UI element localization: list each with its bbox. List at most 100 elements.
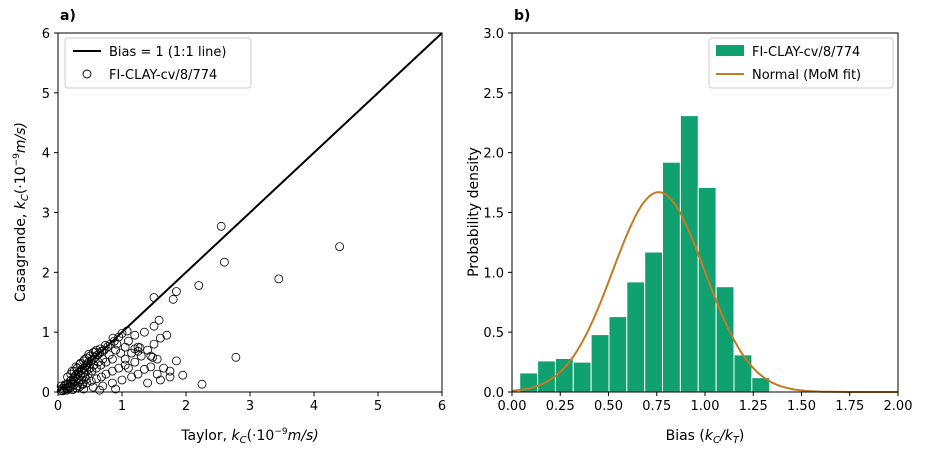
y-tick-label: 5 bbox=[42, 87, 50, 102]
scatter-point bbox=[194, 281, 204, 290]
scatter-point bbox=[133, 369, 143, 379]
scatter-point bbox=[117, 328, 127, 338]
x-tick-label: 0.00 bbox=[498, 399, 527, 414]
x-axis-ticks: 0.00 0.25 0.50 0.75 1.00 1.25 1.50 1.75 2.00 bbox=[498, 392, 912, 414]
scatter-point bbox=[197, 379, 207, 389]
x-tick-label: 0.50 bbox=[594, 399, 623, 414]
x-axis-title: Taylor, kC(·10−9m/s) bbox=[180, 427, 318, 446]
y-tick-label: 1.5 bbox=[483, 207, 504, 222]
x-tick-label: 1 bbox=[118, 399, 126, 414]
y-tick-label: 1 bbox=[42, 326, 50, 341]
scatter-point bbox=[75, 360, 85, 369]
legend-entry-normal: Normal (MoM fit) bbox=[752, 68, 861, 83]
scatter-point bbox=[130, 357, 140, 367]
scatter-point bbox=[90, 347, 100, 357]
scatter-point bbox=[139, 364, 149, 374]
y-axis-title: Casagrande, kC(·10−9m/s) bbox=[12, 122, 31, 302]
panel-b-label: b) bbox=[514, 8, 530, 24]
scatter-point bbox=[123, 336, 133, 346]
scatter-point bbox=[116, 348, 126, 358]
scatter-point bbox=[274, 274, 284, 284]
scatter-point bbox=[75, 382, 85, 392]
scatter-point bbox=[86, 376, 96, 386]
y-tick-label: 2 bbox=[42, 266, 50, 281]
histogram-bar bbox=[608, 316, 628, 393]
legend-b: FI-CLAY-cv/8/774 Normal (MoM fit) bbox=[708, 37, 894, 89]
panel-a-label: a) bbox=[60, 8, 76, 24]
y-axis-ticks: 0.0 0.5 1.0 1.5 2.0 2.5 3.0 bbox=[483, 27, 512, 401]
y-tick-label: 2.0 bbox=[483, 147, 504, 162]
y-tick-label: 3 bbox=[42, 207, 50, 222]
scatter-point bbox=[82, 366, 92, 375]
panel-b: b) 0.00 0.25 0.50 0.75 1.00 1.25 1.50 1.75 2.00 … bbox=[466, 8, 912, 446]
y-axis-title: Probability density bbox=[466, 147, 482, 277]
scatter-point bbox=[143, 378, 153, 388]
scatter-point bbox=[80, 372, 90, 382]
scatter-point bbox=[171, 356, 181, 366]
x-tick-label: 0 bbox=[54, 399, 62, 414]
scatter-point bbox=[130, 330, 140, 340]
scatter-point bbox=[149, 321, 159, 331]
y-tick-label: 0.5 bbox=[483, 326, 504, 341]
y-tick-label: 3.0 bbox=[483, 27, 504, 42]
scatter-point bbox=[171, 287, 181, 296]
legend-entry-hist: FI-CLAY-cv/8/774 bbox=[752, 45, 860, 60]
scatter-point bbox=[103, 342, 113, 351]
y-tick-label: 4 bbox=[42, 147, 50, 162]
x-tick-label: 2 bbox=[182, 399, 190, 414]
scatter-point bbox=[231, 352, 241, 362]
scatter-point bbox=[149, 339, 159, 349]
histogram-bar bbox=[572, 361, 592, 393]
one-to-one-line bbox=[57, 32, 443, 393]
histogram-bar bbox=[554, 358, 574, 393]
scatter-point bbox=[77, 375, 87, 385]
legend-a: Bias = 1 (1:1 line) FI-CLAY-cv/8/774 bbox=[64, 37, 252, 89]
y-tick-label: 2.5 bbox=[483, 87, 504, 102]
histogram-bar bbox=[662, 161, 681, 393]
scatter-point bbox=[152, 354, 162, 364]
scatter-point bbox=[120, 354, 130, 364]
scatter-point bbox=[69, 366, 79, 376]
x-tick-label: 6 bbox=[438, 399, 446, 414]
scatter-point bbox=[216, 221, 226, 231]
scatter-point bbox=[62, 385, 72, 395]
scatter-point bbox=[178, 370, 188, 380]
x-tick-label: 0.25 bbox=[546, 399, 575, 414]
x-tick-label: 1.75 bbox=[835, 399, 864, 414]
scatter-point bbox=[135, 343, 145, 353]
scatter-point bbox=[219, 257, 229, 267]
y-tick-label: 0 bbox=[42, 386, 50, 401]
scatter-point bbox=[95, 385, 104, 395]
scatter-point bbox=[111, 345, 120, 355]
histogram-bar bbox=[679, 115, 699, 393]
x-axis-title: Bias (kC/kT) bbox=[666, 428, 745, 446]
scatter-point bbox=[146, 362, 156, 372]
scatter-point bbox=[92, 374, 101, 384]
scatter-point bbox=[335, 242, 345, 252]
scatter-point bbox=[162, 330, 172, 340]
scatter-point bbox=[117, 375, 127, 385]
legend-marker-swatch bbox=[82, 69, 92, 79]
scatter-point bbox=[63, 372, 72, 382]
scatter-point bbox=[98, 354, 108, 364]
histogram-bar bbox=[626, 281, 646, 393]
x-tick-label: 3 bbox=[246, 399, 254, 414]
x-tick-label: 0.75 bbox=[642, 399, 671, 414]
y-tick-label: 1.0 bbox=[483, 266, 504, 281]
scatter-point bbox=[155, 375, 165, 385]
scatter-point bbox=[155, 333, 165, 343]
scatter-point bbox=[152, 369, 162, 379]
scatter-point bbox=[92, 345, 101, 355]
scatter-point bbox=[136, 351, 146, 361]
scatter-points bbox=[56, 221, 345, 396]
scatter-point bbox=[112, 339, 122, 349]
scatter-point bbox=[81, 374, 91, 384]
scatter-point bbox=[168, 294, 178, 304]
histogram-bar bbox=[733, 354, 753, 393]
x-tick-label: 1.25 bbox=[739, 399, 768, 414]
y-tick-label: 6 bbox=[42, 27, 50, 42]
scatter-point bbox=[92, 363, 101, 373]
x-tick-label: 4 bbox=[310, 399, 318, 414]
